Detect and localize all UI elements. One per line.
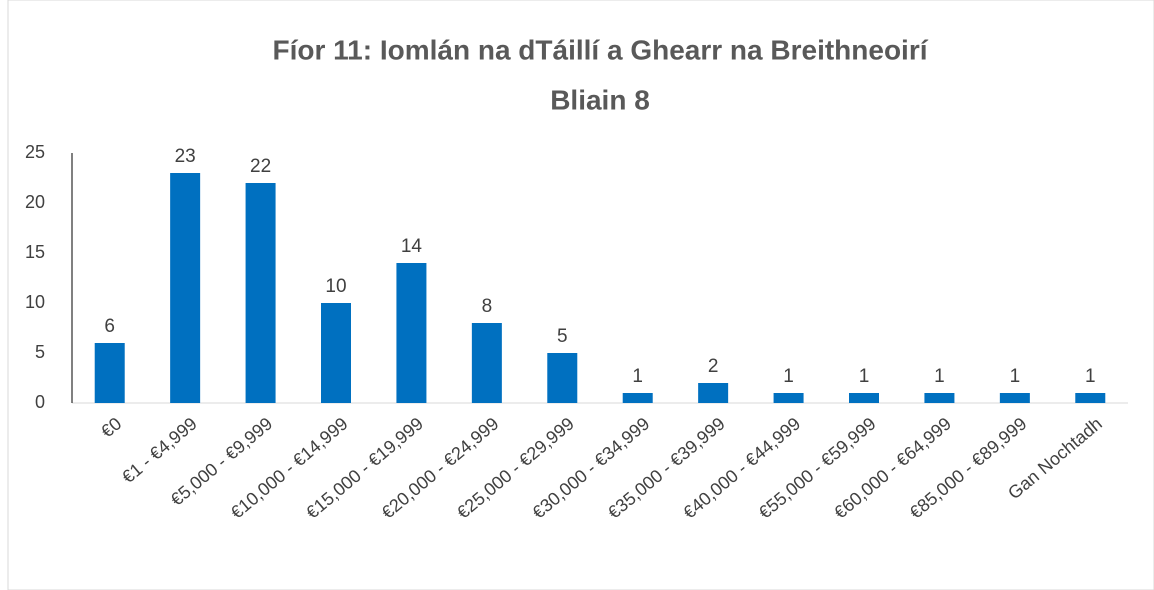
data-label: 14 bbox=[401, 236, 423, 257]
data-label: 1 bbox=[783, 366, 794, 387]
bar bbox=[170, 173, 201, 403]
bar bbox=[698, 383, 729, 403]
bar bbox=[773, 393, 804, 403]
data-label: 1 bbox=[934, 366, 945, 387]
y-tick-label: 25 bbox=[25, 142, 45, 162]
chart-title: Fíor 11: Iomlán na dTáillí a Ghearr na B… bbox=[272, 34, 928, 65]
y-tick-label: 10 bbox=[25, 292, 45, 312]
bar bbox=[396, 263, 427, 403]
bar bbox=[94, 343, 125, 403]
bar bbox=[1075, 393, 1106, 403]
y-tick-label: 20 bbox=[25, 192, 45, 212]
data-label: 8 bbox=[482, 296, 493, 317]
data-label: 10 bbox=[325, 276, 346, 297]
chart-subtitle: Bliain 8 bbox=[550, 84, 650, 115]
data-label: 6 bbox=[104, 316, 115, 337]
bar bbox=[471, 323, 502, 403]
y-tick-label: 0 bbox=[35, 392, 45, 412]
y-tick-label: 5 bbox=[35, 342, 45, 362]
bar bbox=[547, 353, 578, 403]
bar bbox=[622, 393, 653, 403]
bar bbox=[245, 183, 276, 403]
bar bbox=[321, 303, 351, 403]
bar bbox=[849, 393, 879, 403]
data-label: 1 bbox=[1085, 366, 1096, 387]
data-label: 1 bbox=[859, 366, 870, 387]
data-label: 2 bbox=[708, 356, 719, 377]
y-tick-label: 15 bbox=[25, 242, 45, 262]
data-label: 22 bbox=[250, 156, 271, 177]
bar bbox=[999, 393, 1030, 403]
data-label: 1 bbox=[1010, 366, 1021, 387]
data-label: 23 bbox=[175, 146, 196, 167]
data-label: 5 bbox=[557, 326, 568, 347]
data-label: 1 bbox=[632, 366, 643, 387]
bar bbox=[924, 393, 955, 403]
